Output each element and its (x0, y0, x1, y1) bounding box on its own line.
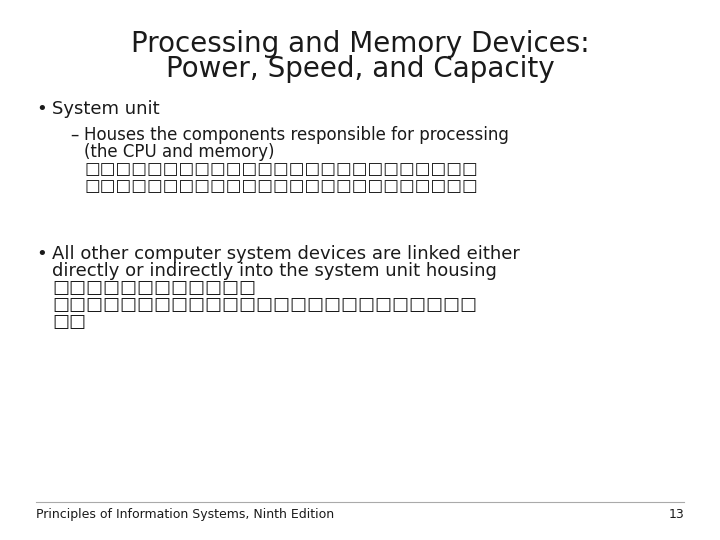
Text: (the CPU and memory): (the CPU and memory) (84, 143, 274, 161)
Text: □□□□□□□□□□□□: □□□□□□□□□□□□ (52, 279, 256, 297)
Text: •: • (36, 100, 47, 118)
Text: □□□□□□□□□□□□□□□□□□□□□□□□□: □□□□□□□□□□□□□□□□□□□□□□□□□ (84, 177, 478, 195)
Text: –: – (70, 126, 78, 144)
Text: □□□□□□□□□□□□□□□□□□□□□□□□□: □□□□□□□□□□□□□□□□□□□□□□□□□ (52, 296, 477, 314)
Text: directly or indirectly into the system unit housing: directly or indirectly into the system u… (52, 262, 497, 280)
Text: □□□□□□□□□□□□□□□□□□□□□□□□□: □□□□□□□□□□□□□□□□□□□□□□□□□ (84, 160, 478, 178)
Text: Power, Speed, and Capacity: Power, Speed, and Capacity (166, 55, 554, 83)
Text: Principles of Information Systems, Ninth Edition: Principles of Information Systems, Ninth… (36, 508, 334, 521)
Text: All other computer system devices are linked either: All other computer system devices are li… (52, 245, 520, 263)
Text: Processing and Memory Devices:: Processing and Memory Devices: (131, 30, 589, 58)
Text: 13: 13 (668, 508, 684, 521)
Text: •: • (36, 245, 47, 263)
Text: System unit: System unit (52, 100, 160, 118)
Text: □□: □□ (52, 313, 86, 331)
Text: Houses the components responsible for processing: Houses the components responsible for pr… (84, 126, 509, 144)
